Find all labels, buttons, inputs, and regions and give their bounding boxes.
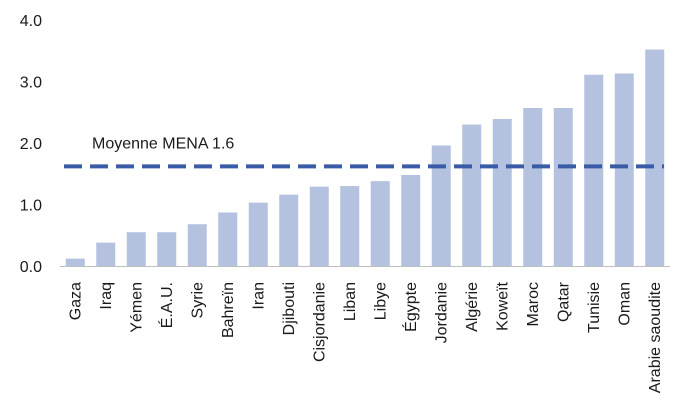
bar (492, 119, 512, 266)
y-tick-label: 4.0 (20, 13, 42, 30)
bar (65, 258, 85, 266)
x-tick-label: Égypte (401, 282, 420, 332)
bar (157, 232, 177, 266)
x-tick-label: Koweït (494, 281, 511, 330)
x-tick-label: Jordanie (433, 282, 450, 343)
x-tick-label: É.A.U. (157, 282, 176, 328)
bar (553, 107, 573, 266)
x-tick-label: Libye (372, 282, 389, 320)
x-tick-label: Maroc (525, 282, 542, 326)
x-tick-label: Liban (342, 282, 359, 321)
x-tick-label: Yémen (128, 282, 145, 333)
bar (401, 174, 421, 266)
y-tick-label: 2.0 (20, 136, 42, 153)
x-tick-label: Tunisie (586, 282, 603, 333)
bar (248, 202, 268, 266)
bar (370, 181, 390, 266)
y-axis-ticks: 0.0 1.0 2.0 3.0 4.0 (20, 13, 42, 276)
x-axis-labels: Gaza Iraq Yémen É.A.U. Syrie Bahreïn Iran Djibo… (67, 281, 664, 393)
x-tick-label: Oman (616, 282, 633, 326)
y-tick-label: 1.0 (20, 198, 42, 215)
y-tick-label: 3.0 (20, 75, 42, 92)
bar (584, 74, 604, 267)
bar (96, 242, 116, 266)
bar (523, 107, 543, 266)
x-tick-label: Syrie (189, 282, 206, 319)
bar (431, 145, 451, 266)
bar (645, 49, 665, 266)
mena-average-label: Moyenne MENA 1.6 (92, 135, 234, 152)
bar (279, 194, 299, 266)
x-tick-label: Algérie (464, 282, 481, 332)
x-tick-label: Arabie saoudite (647, 282, 664, 393)
x-tick-label: Cisjordanie (311, 282, 328, 362)
bar (126, 232, 146, 266)
y-tick-label: 0.0 (20, 259, 42, 276)
x-tick-label: Bahreïn (220, 282, 237, 338)
bar (309, 186, 329, 266)
bar (187, 224, 207, 266)
x-tick-label: Iran (250, 282, 267, 310)
x-tick-label: Djibouti (281, 282, 298, 335)
bar (340, 186, 360, 266)
bar (614, 73, 634, 266)
x-tick-label: Iraq (98, 282, 115, 310)
bar (218, 212, 238, 266)
bars (65, 49, 665, 267)
bar (462, 124, 482, 266)
x-tick-label: Qatar (555, 281, 572, 322)
x-tick-label: Gaza (67, 282, 84, 320)
